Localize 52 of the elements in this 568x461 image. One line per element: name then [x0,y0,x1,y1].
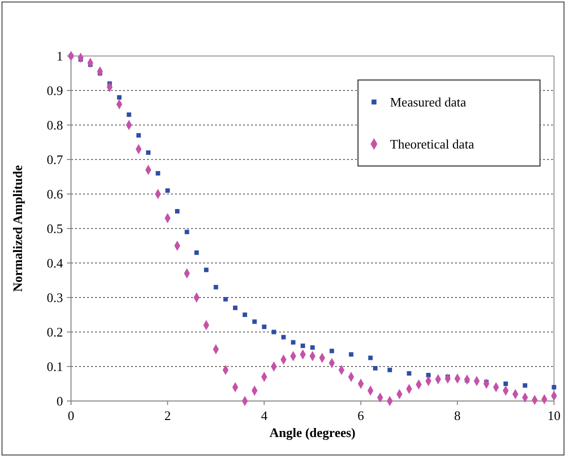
point [290,340,296,345]
x-tick-label: 4 [260,408,268,423]
x-tick-label: 8 [454,408,461,423]
point [348,352,354,357]
point [117,95,122,100]
point [194,250,199,255]
point [223,296,228,302]
point [388,368,392,372]
point [156,171,160,176]
point [165,188,170,193]
point [136,133,141,138]
x-tick-label: 6 [358,408,365,423]
point [204,268,208,272]
point [184,230,190,234]
y-tick-label: 0.1 [46,359,63,374]
x-tick-label: 2 [164,408,171,423]
x-tick-label: 10 [548,408,560,423]
y-tick-label: 0 [56,394,63,409]
x-axis-title: Angle (degrees) [269,425,356,440]
point [126,112,132,117]
y-tick-label: 1 [56,48,63,64]
point [146,150,151,155]
point [522,383,528,388]
y-tick-label: 0.5 [46,221,63,236]
point [175,209,180,214]
point [214,284,218,290]
point [426,372,431,378]
point [406,371,412,376]
y-tick-label: 0.2 [46,324,63,340]
y-tick-label: 0.6 [46,186,64,202]
legend-label: Measured data [390,94,466,110]
point [281,334,286,340]
point [552,384,556,390]
legend-label: Theoretical data [390,136,474,152]
y-tick-label: 0.7 [46,152,64,168]
point [503,382,508,386]
point [242,312,248,317]
point [232,306,238,310]
point [252,319,257,324]
x-tick-label: 0 [68,408,74,423]
y-tick-label: 0.3 [46,290,63,306]
y-tick-label: 0.9 [46,83,63,98]
point [368,356,373,360]
y-tick-label: 0.4 [46,256,64,271]
point [300,344,306,348]
y-axis-title: Normalized Amplitude [10,164,25,292]
point [373,366,378,370]
point [310,345,315,350]
point [330,348,334,354]
point [262,324,266,330]
y-tick-label: 0.8 [46,118,63,133]
point [272,330,276,334]
